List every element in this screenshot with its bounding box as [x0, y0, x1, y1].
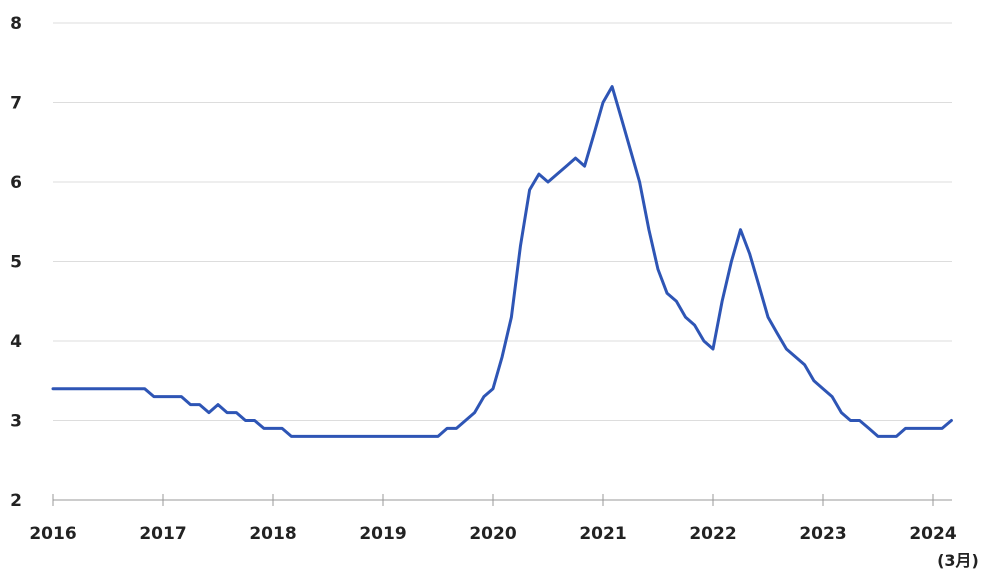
y-tick-label-6: 6 — [10, 173, 22, 193]
y-tick-label-5: 5 — [10, 253, 22, 273]
y-tick-label-2: 2 — [10, 491, 22, 511]
series-line-0 — [51, 85, 953, 438]
x-unit-label: (3月) — [937, 551, 979, 570]
x-tick-label-2024: 2024 — [909, 524, 956, 544]
x-tick-label-2021: 2021 — [579, 524, 626, 544]
x-tick-labels: 2016 2017 2018 2019 2020 2021 2022 2023 2024 — [29, 524, 956, 544]
gridlines — [53, 22, 952, 421]
y-tick-label-3: 3 — [10, 412, 22, 432]
x-tick-label-2016: 2016 — [29, 524, 76, 544]
y-tick-labels: 2 3 4 5 6 7 8 — [10, 14, 22, 511]
x-tick-label-2022: 2022 — [689, 524, 736, 544]
x-tick-label-2019: 2019 — [359, 524, 406, 544]
y-tick-label-4: 4 — [10, 332, 22, 352]
x-tick-label-2023: 2023 — [799, 524, 846, 544]
x-tick-label-2017: 2017 — [139, 524, 186, 544]
y-tick-label-8: 8 — [10, 14, 22, 34]
x-tick-label-2020: 2020 — [469, 524, 516, 544]
y-tick-label-7: 7 — [10, 94, 22, 114]
series-layer — [51, 85, 953, 438]
x-axis — [52, 494, 952, 506]
x-tick-label-2018: 2018 — [249, 524, 296, 544]
